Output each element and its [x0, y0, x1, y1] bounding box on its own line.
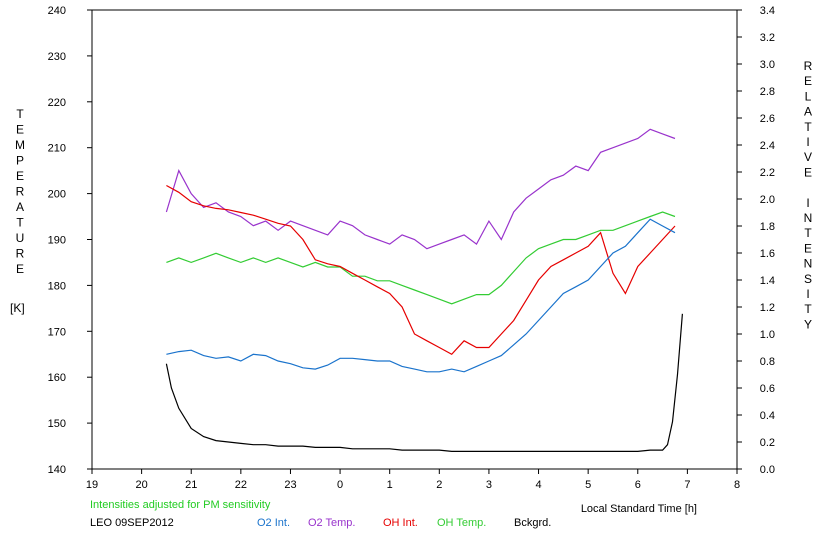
right-tick-label: 2.0: [760, 194, 775, 206]
left-axis-letter: E: [16, 169, 24, 183]
station-label: LEO 09SEP2012: [90, 517, 174, 529]
right-tick-label: 1.6: [760, 248, 775, 260]
left-axis-letter: M: [15, 138, 25, 152]
series-oh-int-line: [166, 184, 676, 356]
series-oh-temp-line: [166, 211, 676, 305]
series-bckgrd-line: [165, 313, 683, 452]
legend-entry: O2 Int.: [257, 517, 290, 529]
left-tick-label: 190: [48, 235, 66, 247]
right-tick-label: 0.0: [760, 464, 775, 476]
x-tick-label: 19: [86, 479, 98, 491]
right-tick-label: 1.0: [760, 329, 775, 341]
series-layer: [165, 128, 683, 452]
right-tick-label: 1.8: [760, 221, 775, 233]
right-axis: 0.0 0.2 0.4 0.6 0.8 1.0 1.2 1.4 1.6 1.8 2.0 2.2 2.4 2…: [737, 5, 775, 476]
x-tick-label: 8: [734, 479, 740, 491]
left-tick-label: 160: [48, 372, 66, 384]
right-axis-letter: E: [804, 241, 812, 255]
series-o2-temp-line: [165, 128, 676, 250]
left-axis-letter: E: [16, 123, 24, 137]
right-axis-letter: T: [804, 120, 812, 134]
x-tick-label: 2: [436, 479, 442, 491]
right-tick-label: 1.2: [760, 302, 775, 314]
x-tick-label: 5: [585, 479, 591, 491]
right-axis-letter: I: [806, 196, 809, 210]
sensitivity-note: Intensities adjusted for PM sensitivity: [90, 499, 271, 511]
right-axis-letter: N: [804, 211, 813, 225]
left-tick-label: 240: [48, 5, 66, 17]
left-axis: 140 150 160 170 180 190 200 210 220 230 240: [48, 5, 92, 476]
left-tick-label: 200: [48, 189, 66, 201]
right-tick-label: 0.6: [760, 383, 775, 395]
x-axis: 19 20 21 22 23 0 1 2 3 4 5 6 7 8: [86, 469, 740, 491]
left-axis-letter: P: [16, 154, 24, 168]
left-tick-label: 140: [48, 464, 66, 476]
left-axis-letter: T: [16, 216, 24, 230]
left-axis-letter: R: [16, 185, 25, 199]
right-axis-letter: A: [804, 105, 812, 119]
right-tick-label: 3.0: [760, 59, 775, 71]
x-tick-label: 0: [337, 479, 343, 491]
right-tick-label: 2.6: [760, 113, 775, 125]
legend-entry: OH Int.: [383, 517, 418, 529]
left-tick-label: 230: [48, 51, 66, 63]
x-tick-label: 23: [284, 479, 296, 491]
left-tick-label: 170: [48, 326, 66, 338]
right-axis-letter: R: [804, 59, 813, 73]
x-axis-label: Local Standard Time [h]: [581, 503, 697, 515]
x-tick-label: 3: [486, 479, 492, 491]
right-axis-letter: I: [806, 287, 809, 301]
x-tick-label: 6: [635, 479, 641, 491]
right-tick-label: 0.2: [760, 437, 775, 449]
x-tick-label: 4: [535, 479, 541, 491]
x-tick-label: 22: [235, 479, 247, 491]
right-tick-label: 3.4: [760, 5, 775, 17]
x-tick-label: 21: [185, 479, 197, 491]
right-tick-label: 1.4: [760, 275, 775, 287]
left-axis-letter: T: [16, 107, 24, 121]
right-tick-label: 2.2: [760, 167, 775, 179]
right-axis-letter: I: [806, 135, 809, 149]
right-tick-label: 3.2: [760, 32, 775, 44]
legend-entry: OH Temp.: [437, 517, 486, 529]
x-tick-label: 20: [135, 479, 147, 491]
left-axis-letter: U: [16, 231, 25, 245]
right-tick-label: 2.8: [760, 86, 775, 98]
right-axis-letter: E: [804, 165, 812, 179]
x-tick-label: 7: [684, 479, 690, 491]
right-tick-label: 0.4: [760, 410, 775, 422]
left-axis-letter: R: [16, 247, 25, 261]
right-axis-letter: T: [804, 302, 812, 316]
left-tick-label: 180: [48, 280, 66, 292]
right-axis-letter: E: [804, 74, 812, 88]
left-tick-label: 150: [48, 418, 66, 430]
right-axis-letter: Y: [804, 317, 812, 331]
right-axis-letter: V: [804, 150, 812, 164]
left-axis-unit: [K]: [10, 301, 25, 315]
left-tick-label: 220: [48, 97, 66, 109]
x-tick-label: 1: [387, 479, 393, 491]
right-tick-label: 0.8: [760, 356, 775, 368]
right-axis-letter: N: [804, 257, 813, 271]
series-o2-int-line: [166, 218, 676, 373]
right-axis-letter: L: [805, 89, 812, 103]
right-axis-letter: T: [804, 226, 812, 240]
legend-entry: Bckgrd.: [514, 517, 551, 529]
right-tick-label: 2.4: [760, 140, 775, 152]
right-axis-letter: S: [804, 272, 812, 286]
left-axis-letter: A: [16, 200, 24, 214]
left-tick-label: 210: [48, 143, 66, 155]
legend: O2 Int. O2 Temp. OH Int. OH Temp. Bckgrd.: [257, 517, 551, 529]
left-axis-letter: E: [16, 262, 24, 276]
legend-entry: O2 Temp.: [308, 517, 356, 529]
